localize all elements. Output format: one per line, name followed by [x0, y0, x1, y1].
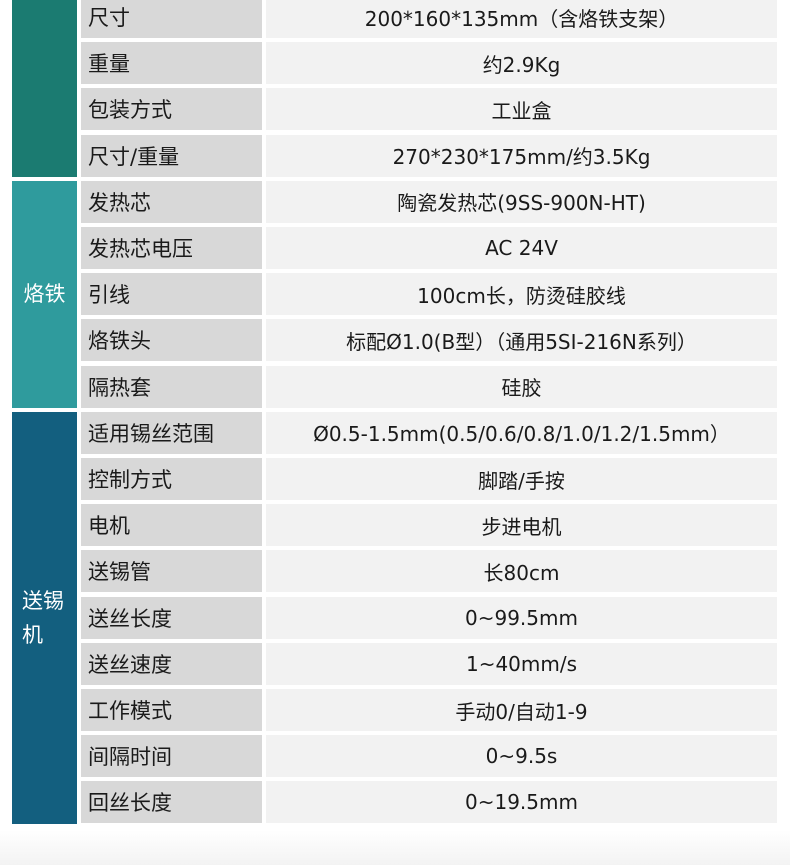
spec-label: 烙铁头 [81, 319, 262, 362]
spec-label: 包装方式 [81, 88, 262, 131]
spec-label: 控制方式 [81, 458, 262, 500]
spec-value: 约2.9Kg [266, 42, 777, 85]
category-cell: 送锡机 [12, 411, 77, 824]
spec-label: 电机 [81, 504, 262, 547]
spec-label: 送丝速度 [81, 642, 262, 685]
spec-label: 间隔时间 [81, 735, 262, 778]
spec-value: 0~9.5s [266, 735, 777, 778]
spec-value: 270*230*175mm/约3.5Kg [266, 134, 777, 177]
spec-value: 工业盒 [266, 88, 777, 131]
spec-label: 送丝长度 [81, 596, 262, 639]
spec-label: 隔热套 [81, 365, 262, 408]
spec-label: 送锡管 [81, 550, 262, 593]
spec-value: Ø0.5-1.5mm(0.5/0.6/0.8/1.0/1.2/1.5mm） [266, 411, 777, 454]
spec-label: 引线 [81, 273, 262, 316]
spec-value: 标配Ø1.0(B型）（通用5SI-216N系列） [266, 319, 777, 362]
category-cell [12, 0, 77, 177]
spec-label: 工作模式 [81, 689, 262, 731]
spec-value: 长80cm [266, 550, 777, 593]
spec-value: 陶瓷发热芯(9SS-900N-HT) [266, 180, 777, 223]
spec-label: 回丝长度 [81, 781, 262, 824]
spec-label: 发热芯 [81, 180, 262, 223]
spec-label: 适用锡丝范围 [81, 411, 262, 454]
spec-label: 尺寸 [81, 0, 262, 38]
spec-value: 200*160*135mm（含烙铁支架） [266, 0, 777, 38]
spec-label: 发热芯电压 [81, 227, 262, 269]
spec-label: 尺寸/重量 [81, 134, 262, 177]
spec-label: 重量 [81, 42, 262, 85]
spec-value: 脚踏/手按 [266, 458, 777, 500]
spec-value: AC 24V [266, 227, 777, 269]
spec-value: 0~99.5mm [266, 596, 777, 639]
spec-value: 硅胶 [266, 365, 777, 408]
spec-value: 0~19.5mm [266, 781, 777, 824]
spec-value: 1~40mm/s [266, 642, 777, 685]
spec-value: 步进电机 [266, 504, 777, 547]
spec-value: 手动0/自动1-9 [266, 689, 777, 731]
spec-value: 100cm长，防烫硅胶线 [266, 273, 777, 316]
category-cell: 烙铁 [12, 180, 77, 408]
